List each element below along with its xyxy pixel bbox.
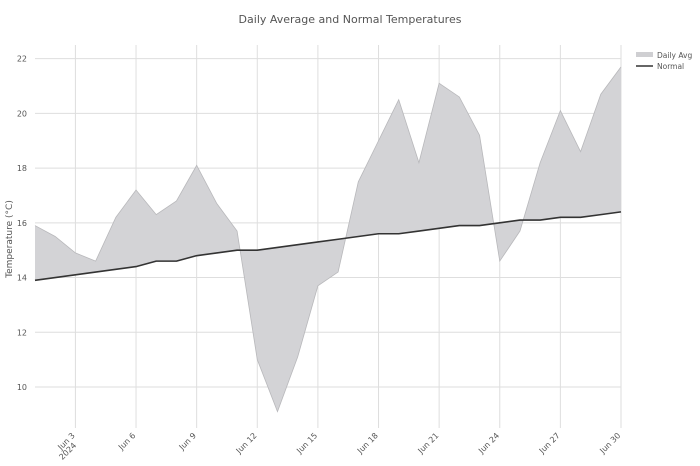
legend-label-daily-avg: Daily Avg xyxy=(657,51,692,60)
x-tick-label: Jun 12 xyxy=(234,431,259,456)
fill-area xyxy=(34,66,622,413)
grid xyxy=(35,45,622,428)
legend: Daily Avg Normal xyxy=(636,51,692,71)
x-tick-label: Jun 30 xyxy=(597,431,622,456)
y-tick-label: 20 xyxy=(17,109,27,118)
legend-swatch-daily-avg xyxy=(636,52,653,57)
x-tick: Jun 9 xyxy=(177,431,198,452)
y-tick-label: 18 xyxy=(17,164,27,173)
y-tick-label: 16 xyxy=(17,219,27,228)
normal-line-layer xyxy=(34,211,622,282)
y-tick-label: 10 xyxy=(17,383,27,392)
y-tick-label: 14 xyxy=(17,274,27,283)
x-tick: Jun 6 xyxy=(116,431,137,452)
x-tick-label: Jun 27 xyxy=(537,431,562,456)
chart-title: Daily Average and Normal Temperatures xyxy=(239,13,462,26)
daily-avg-area xyxy=(35,66,621,412)
x-tick: Jun 30 xyxy=(597,431,622,456)
x-tick: Jun 18 xyxy=(355,431,380,456)
x-tick-label: Jun 24 xyxy=(476,431,501,456)
normal-line xyxy=(34,211,622,282)
x-tick: Jun 27 xyxy=(537,431,562,456)
x-tick-label: Jun 6 xyxy=(116,431,137,452)
x-tick-label: Jun 18 xyxy=(355,431,380,456)
y-axis-ticks: 10 12 14 16 18 20 22 xyxy=(17,55,27,392)
x-tick: Jun 21 xyxy=(416,431,441,456)
x-tick-label: Jun 21 xyxy=(416,431,441,456)
x-tick-label: Jun 15 xyxy=(294,431,319,456)
legend-label-normal: Normal xyxy=(657,62,684,71)
x-tick: Jun 15 xyxy=(294,431,319,456)
y-tick-label: 12 xyxy=(17,328,27,337)
x-tick: Jun 24 xyxy=(476,431,501,456)
x-tick: Jun 12 xyxy=(234,431,259,456)
x-tick-label: Jun 9 xyxy=(177,431,198,452)
y-tick-label: 22 xyxy=(17,55,27,64)
y-axis-label: Temperature (°C) xyxy=(5,200,15,279)
